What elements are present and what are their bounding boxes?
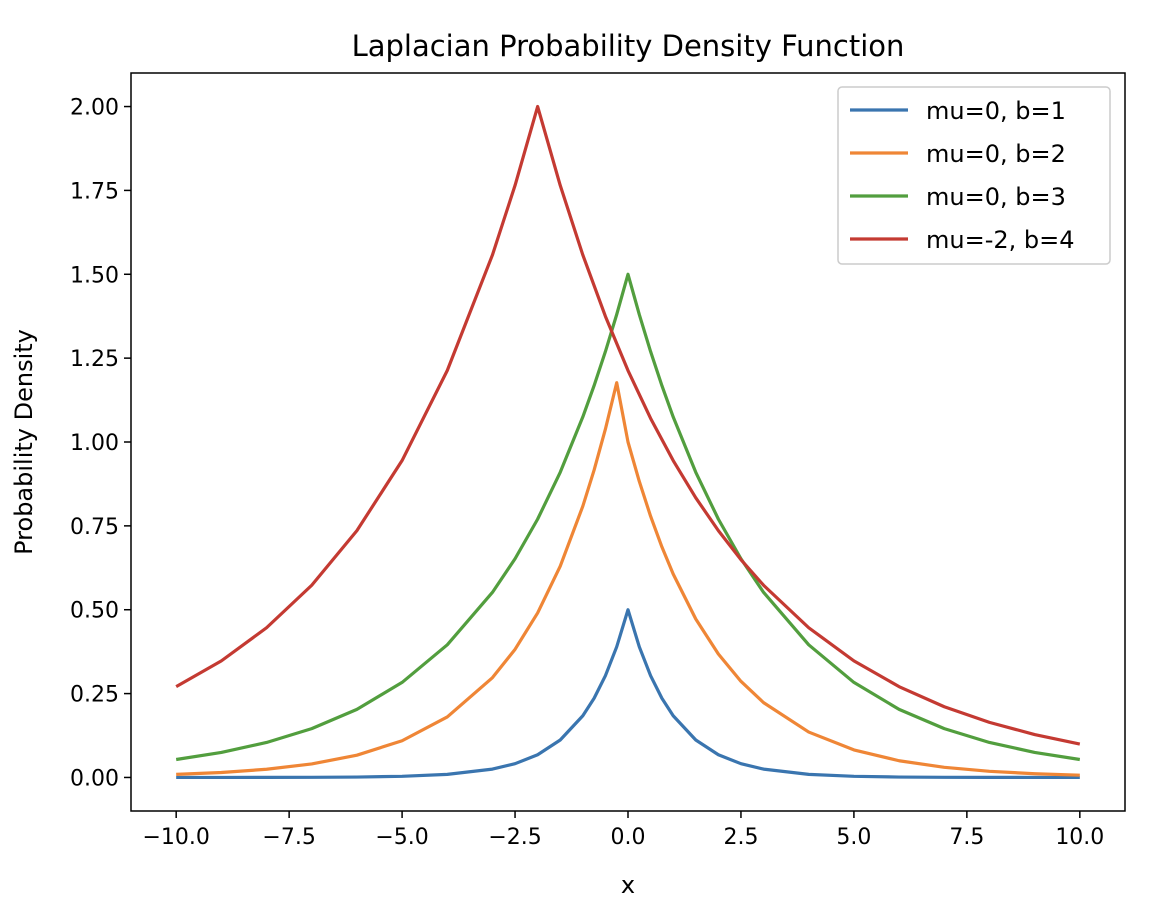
y-tick-label: 0.25: [70, 683, 119, 708]
series-line-2: [176, 381, 1080, 777]
x-tick-label: −2.5: [488, 825, 541, 850]
series-line-1: [176, 608, 1080, 780]
x-tick-label: 5.0: [836, 825, 871, 850]
y-tick-label: 1.50: [70, 263, 119, 288]
y-tick-label: 0.50: [70, 599, 119, 624]
legend-label: mu=0, b=3: [926, 183, 1066, 211]
y-tick-label: 2.00: [70, 96, 119, 121]
x-tick-label: −5.0: [375, 825, 428, 850]
x-axis-ticks: −10.0 −7.5 −5.0 −2.5 0.0 2.5 5.0 7.5 10.0: [142, 811, 1104, 850]
x-tick-label: 7.5: [949, 825, 984, 850]
chart-title: Laplacian Probability Density Function: [352, 29, 905, 63]
legend: mu=0, b=1 mu=0, b=2 mu=0, b=3 mu=-2, b=4: [837, 86, 1111, 265]
legend-label: mu=-2, b=4: [926, 226, 1075, 254]
plot-lines: [175, 104, 1081, 780]
x-tick-label: −10.0: [142, 825, 209, 850]
y-axis-label: Probability Density: [10, 329, 38, 555]
legend-box: [837, 86, 1111, 265]
series-line-4: [175, 104, 1081, 746]
series-line-3: [175, 272, 1081, 762]
legend-label: mu=0, b=1: [926, 97, 1066, 125]
y-tick-label: 0.75: [70, 515, 119, 540]
x-tick-label: 0.0: [611, 825, 646, 850]
y-tick-label: 1.00: [70, 431, 119, 456]
y-tick-label: 1.25: [70, 347, 119, 372]
y-axis-ticks: 0.00 0.25 0.50 0.75 1.00 1.25 1.50 1.75 2.00: [70, 96, 131, 791]
y-tick-label: 1.75: [70, 179, 119, 204]
y-tick-label: 0.00: [70, 766, 119, 791]
x-tick-label: −7.5: [262, 825, 315, 850]
x-tick-label: 10.0: [1055, 825, 1104, 850]
x-axis-label: x: [621, 871, 635, 899]
legend-label: mu=0, b=2: [926, 140, 1066, 168]
x-tick-label: 2.5: [723, 825, 758, 850]
